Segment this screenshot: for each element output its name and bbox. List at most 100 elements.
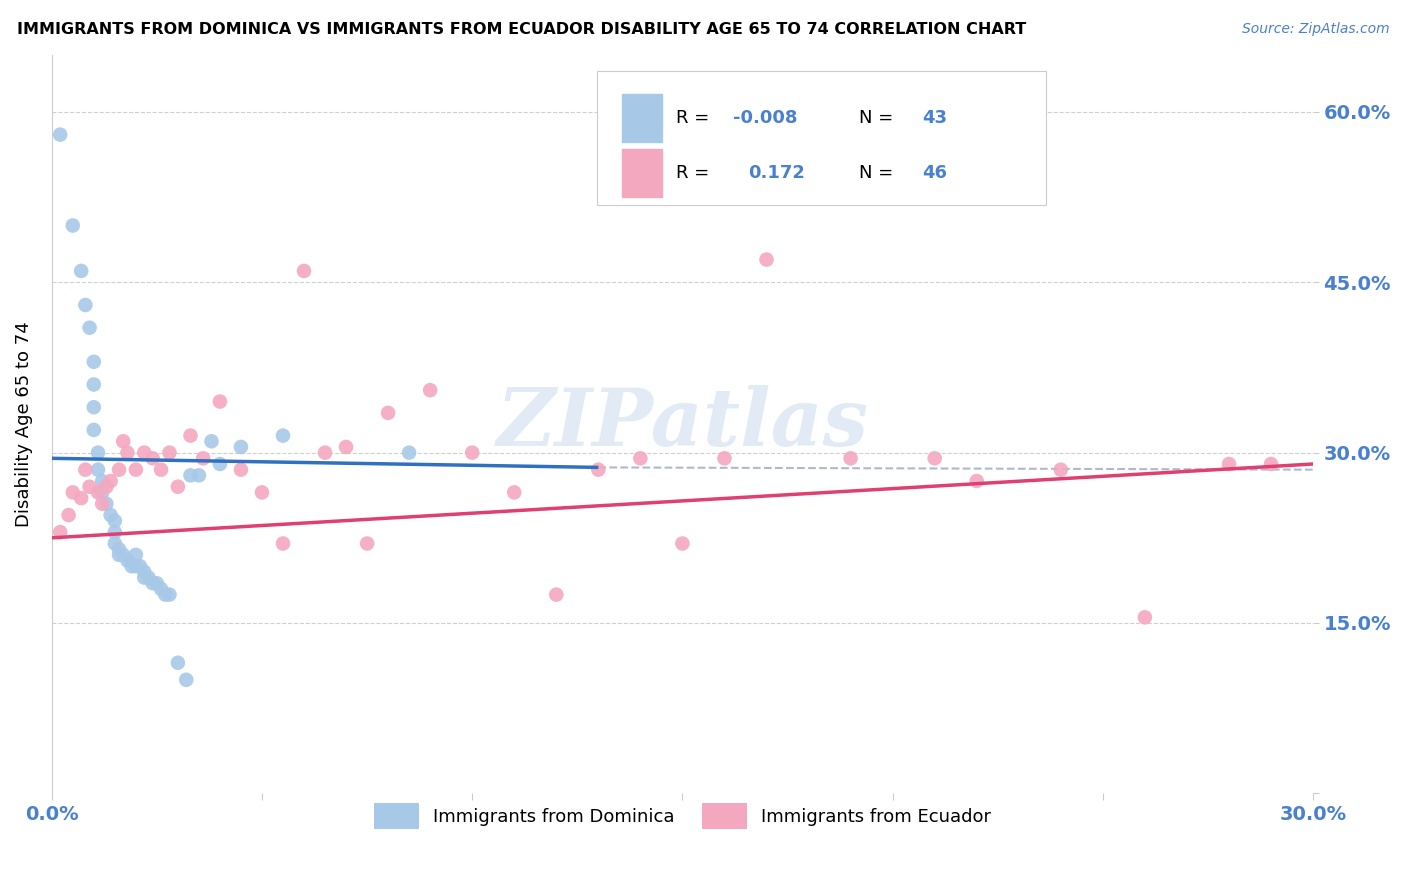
Point — [108, 548, 131, 562]
Bar — [621, 94, 662, 142]
Point — [112, 548, 135, 562]
Point — [200, 434, 222, 449]
Point — [167, 656, 190, 670]
Point — [546, 588, 568, 602]
Point — [142, 576, 165, 591]
Point — [70, 264, 93, 278]
Point — [70, 491, 93, 505]
Point — [159, 588, 181, 602]
Point — [100, 474, 122, 488]
Point — [150, 463, 173, 477]
Legend: Immigrants from Dominica, Immigrants from Ecuador: Immigrants from Dominica, Immigrants fro… — [367, 796, 998, 836]
Point — [125, 463, 148, 477]
Point — [174, 673, 197, 687]
Point — [83, 401, 105, 415]
Point — [108, 463, 131, 477]
Point — [125, 548, 148, 562]
Point — [713, 451, 735, 466]
Point — [229, 440, 252, 454]
Text: 46: 46 — [922, 164, 948, 182]
Point — [398, 445, 420, 459]
Point — [112, 434, 135, 449]
Point — [134, 565, 156, 579]
Point — [87, 445, 110, 459]
Text: R =: R = — [676, 109, 716, 127]
Point — [503, 485, 526, 500]
Point — [104, 536, 127, 550]
Point — [191, 451, 214, 466]
Point — [138, 570, 160, 584]
Text: N =: N = — [859, 109, 898, 127]
Point — [87, 463, 110, 477]
Point — [87, 485, 110, 500]
Point — [125, 559, 148, 574]
Point — [117, 553, 139, 567]
Text: ZIPatlas: ZIPatlas — [496, 385, 869, 463]
Text: R =: R = — [676, 164, 716, 182]
Point — [150, 582, 173, 596]
Point — [134, 445, 156, 459]
Point — [146, 576, 169, 591]
Point — [75, 463, 97, 477]
Point — [924, 451, 946, 466]
Point — [250, 485, 273, 500]
Point — [1133, 610, 1156, 624]
Point — [96, 497, 118, 511]
Point — [335, 440, 357, 454]
Point — [83, 355, 105, 369]
Point — [292, 264, 315, 278]
Point — [121, 559, 143, 574]
Point — [91, 497, 114, 511]
Point — [755, 252, 778, 267]
Point — [229, 463, 252, 477]
Point — [83, 423, 105, 437]
Point — [91, 474, 114, 488]
Point — [79, 320, 101, 334]
Point — [208, 457, 231, 471]
Point — [314, 445, 336, 459]
Point — [58, 508, 80, 522]
Point — [96, 480, 118, 494]
Y-axis label: Disability Age 65 to 74: Disability Age 65 to 74 — [15, 321, 32, 527]
Point — [159, 445, 181, 459]
Text: -0.008: -0.008 — [733, 109, 797, 127]
Point — [1260, 457, 1282, 471]
Point — [179, 428, 201, 442]
Point — [271, 428, 294, 442]
Point — [134, 570, 156, 584]
Point — [104, 514, 127, 528]
Point — [461, 445, 484, 459]
Point — [91, 485, 114, 500]
Text: N =: N = — [859, 164, 898, 182]
Point — [271, 536, 294, 550]
Point — [117, 445, 139, 459]
Point — [129, 559, 152, 574]
Point — [62, 485, 84, 500]
Point — [671, 536, 693, 550]
Point — [49, 128, 72, 142]
Point — [356, 536, 378, 550]
Point — [49, 525, 72, 540]
Point — [1049, 463, 1071, 477]
Point — [187, 468, 209, 483]
Text: 0.172: 0.172 — [748, 164, 804, 182]
Point — [839, 451, 862, 466]
Point — [62, 219, 84, 233]
Bar — [621, 149, 662, 197]
Point — [628, 451, 651, 466]
Point — [100, 508, 122, 522]
Point — [588, 463, 610, 477]
Point — [108, 542, 131, 557]
Point — [142, 451, 165, 466]
Point — [104, 525, 127, 540]
Point — [419, 383, 441, 397]
Point — [83, 377, 105, 392]
Point — [75, 298, 97, 312]
Point — [155, 588, 177, 602]
Text: IMMIGRANTS FROM DOMINICA VS IMMIGRANTS FROM ECUADOR DISABILITY AGE 65 TO 74 CORR: IMMIGRANTS FROM DOMINICA VS IMMIGRANTS F… — [17, 22, 1026, 37]
Point — [1218, 457, 1240, 471]
Point — [377, 406, 399, 420]
Point — [179, 468, 201, 483]
Point — [208, 394, 231, 409]
FancyBboxPatch shape — [596, 71, 1046, 205]
